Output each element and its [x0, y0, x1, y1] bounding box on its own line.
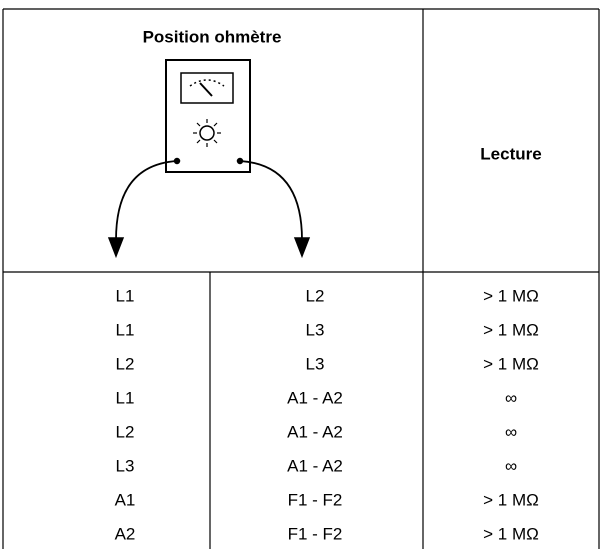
terminal-to: A1 - A2 — [287, 388, 343, 407]
terminal-from: A2 — [115, 524, 136, 543]
table-frame — [2, 8, 600, 549]
terminal-from: A1 — [115, 490, 136, 509]
terminal-from: L1 — [116, 320, 135, 339]
terminal-to: L2 — [306, 286, 325, 305]
terminal-to: A1 - A2 — [287, 456, 343, 475]
header-reading: Lecture — [480, 144, 541, 163]
terminal-from: L2 — [116, 354, 135, 373]
reading: > 1 MΩ — [483, 320, 539, 339]
reading: ∞ — [505, 456, 517, 475]
terminal-to: F1 - F2 — [288, 490, 343, 509]
reading: > 1 MΩ — [483, 524, 539, 543]
reading: ∞ — [505, 422, 517, 441]
reading: > 1 MΩ — [483, 490, 539, 509]
terminal-to: A1 - A2 — [287, 422, 343, 441]
terminal-to: L3 — [306, 320, 325, 339]
ohmmeter-icon — [107, 59, 311, 259]
terminal-from: L3 — [116, 456, 135, 475]
terminal-from: L2 — [116, 422, 135, 441]
terminal-from: L1 — [116, 286, 135, 305]
terminal-to: L3 — [306, 354, 325, 373]
reading: > 1 MΩ — [483, 286, 539, 305]
terminal-to: F1 - F2 — [288, 524, 343, 543]
terminal-from: L1 — [116, 388, 135, 407]
reading: > 1 MΩ — [483, 354, 539, 373]
reading: ∞ — [505, 388, 517, 407]
header-title: Position ohmètre — [143, 27, 282, 46]
